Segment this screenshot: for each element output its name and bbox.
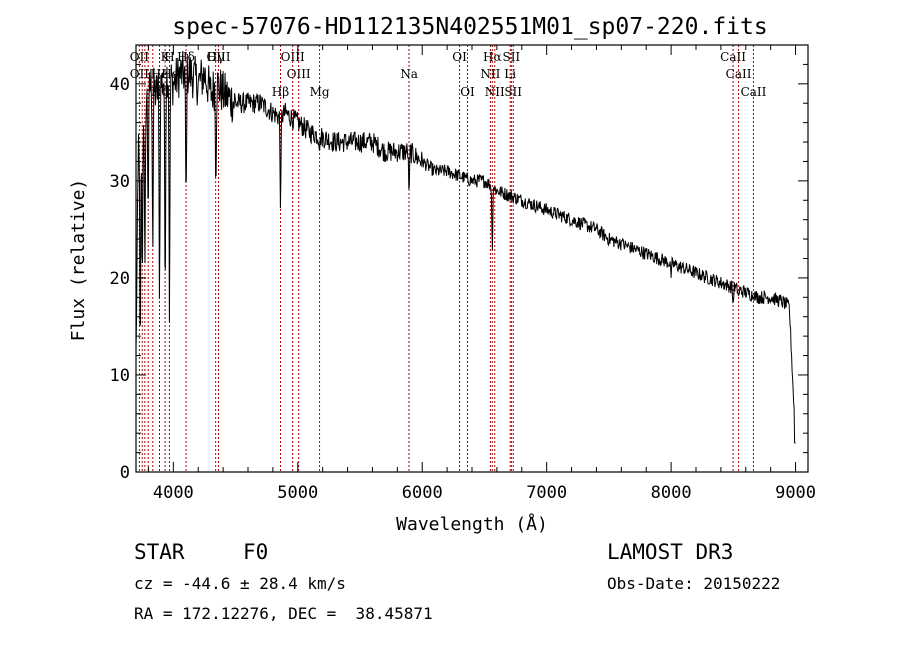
spectral-line-label: CaII [741, 85, 767, 99]
axis-ticks: 4000 5000 6000 7000 8000 9000 0 10 20 30 40 [110, 44, 816, 503]
spectral-line-label: H [164, 50, 174, 64]
y-tick-label: 0 [120, 463, 130, 483]
y-tick-label: 30 [110, 172, 130, 192]
plot-frame [135, 44, 809, 473]
spectral-line-label: OIII [281, 50, 305, 64]
spectral-line-label: CaII [726, 67, 752, 81]
object-subclass: F0 [243, 540, 269, 564]
spectral-line-label: Hγ [207, 50, 225, 64]
spectral-line-label: OIII [287, 67, 311, 81]
y-tick-label: 10 [110, 366, 130, 386]
y-axis-label: Flux (relative) [68, 179, 89, 342]
spectral-line-label: OI [452, 50, 467, 64]
spectral-line-label: Li [504, 67, 516, 81]
survey-name: LAMOST DR3 [607, 540, 734, 564]
spectral-line-labels: Hδ KH Hγ OII OIII OII He Hζ Hε OIII OIII Hβ Mg Na OI OI… [130, 50, 767, 99]
x-axis-label: Wavelength (Å) [396, 513, 548, 535]
spectral-line-label: OII [130, 67, 150, 81]
obs-date: Obs-Date: 20150222 [607, 574, 781, 593]
object-class: STAR [134, 540, 185, 564]
spectral-line-label: SII [504, 85, 522, 99]
x-tick-label: 8000 [651, 483, 692, 503]
x-tick-label: 5000 [277, 483, 318, 503]
spectral-line-label: NII [485, 85, 505, 99]
coordinates: RA = 172.12276, DEC = 38.45871 [134, 604, 433, 623]
spectral-line-label: OIII [206, 50, 230, 64]
y-tick-label: 40 [110, 75, 130, 95]
spectral-line-label: He [151, 67, 169, 81]
spectral-line-label: OI [460, 85, 475, 99]
y-tick-label: 20 [110, 269, 130, 289]
spectral-line-label: Na [400, 67, 418, 81]
spectral-line-label: Hζ [151, 85, 168, 99]
x-tick-label: 6000 [402, 483, 443, 503]
spectral-line-label: NII [480, 67, 500, 81]
spectral-line-label: OII [130, 50, 150, 64]
spectral-line-label: Hβ [272, 85, 289, 99]
chart-title: spec-57076-HD112135N402551M01_sp07-220.f… [172, 14, 767, 40]
spectral-line-label: Mg [310, 85, 330, 99]
spectral-line-label: K [161, 50, 171, 64]
x-tick-label: 7000 [526, 483, 567, 503]
x-tick-label: 4000 [153, 483, 194, 503]
spectral-line-label: CaII [720, 50, 746, 64]
spectral-line-label: SII [502, 50, 520, 64]
spectral-line-label: Hε [161, 67, 178, 81]
spectrum-line [135, 50, 796, 444]
redshift-text: cz = -44.6 ± 28.4 km/s [134, 574, 346, 593]
x-tick-label: 9000 [775, 483, 816, 503]
spectral-line-label: Hδ [177, 50, 195, 64]
spectral-line-label: Hα [483, 50, 502, 64]
